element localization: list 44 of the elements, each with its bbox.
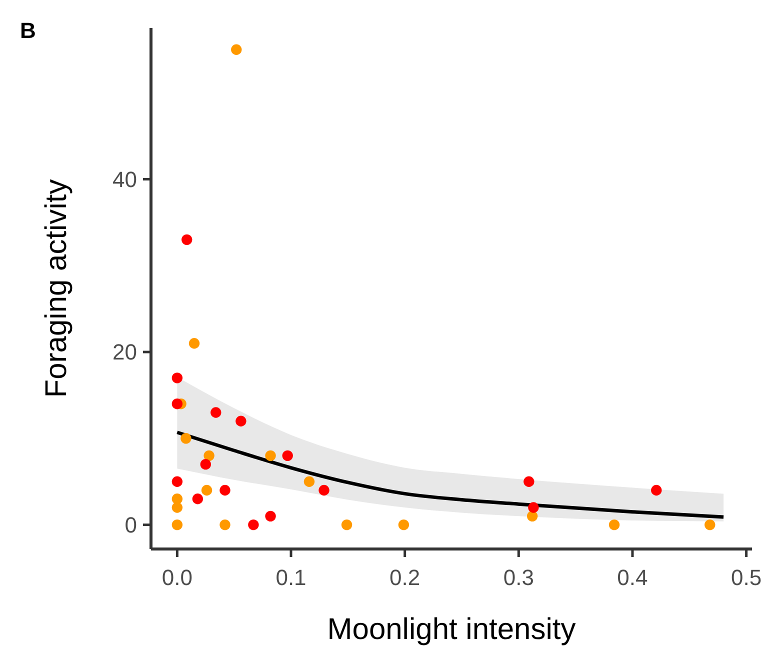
point (236, 416, 246, 426)
point (192, 494, 204, 504)
point (304, 476, 315, 487)
point (172, 398, 183, 410)
x-axis-title: Moonlight intensity (327, 613, 576, 646)
y-tick-label: 40 (112, 166, 137, 192)
point (282, 450, 293, 462)
point (172, 372, 183, 384)
chart-title: B (20, 18, 36, 43)
point (220, 519, 230, 530)
point (172, 476, 183, 487)
point (172, 519, 183, 530)
point (318, 484, 330, 496)
point (341, 519, 352, 530)
point (200, 458, 211, 470)
point (265, 510, 276, 522)
point (220, 484, 230, 496)
point (704, 519, 716, 530)
x-tick-label: 0.4 (617, 565, 648, 590)
point (188, 338, 200, 349)
point (201, 484, 212, 496)
y-tick-label: 0 (124, 512, 137, 538)
x-tick-label: 0.3 (503, 565, 534, 590)
y-tick-label: 20 (112, 340, 137, 365)
point (524, 476, 534, 487)
point (528, 502, 539, 513)
point (398, 519, 410, 530)
point (210, 407, 222, 418)
point (265, 450, 276, 462)
y-axis-title: Foraging activity (40, 179, 73, 398)
line-series (175, 430, 726, 519)
point (526, 510, 538, 522)
x-tick-label: 0.1 (276, 565, 306, 590)
point (182, 234, 192, 246)
x-tick-label: 0.0 (162, 565, 192, 590)
x-tick-label: 0.2 (390, 565, 420, 590)
point (608, 519, 620, 530)
point (231, 44, 242, 55)
point (204, 450, 214, 462)
point (248, 519, 259, 530)
point (651, 484, 662, 496)
point (180, 433, 192, 444)
point (172, 502, 183, 513)
x-tick-label: 0.5 (731, 565, 762, 590)
